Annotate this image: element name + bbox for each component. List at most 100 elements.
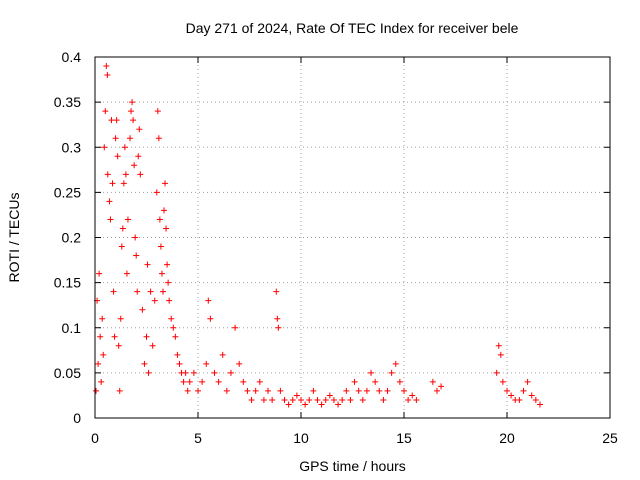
- data-point: [528, 392, 535, 399]
- data-point: [495, 342, 502, 349]
- data-point: [155, 135, 162, 142]
- data-point: [396, 378, 403, 385]
- data-point: [104, 171, 111, 178]
- data-point: [114, 153, 121, 160]
- data-point: [335, 401, 342, 408]
- data-point: [186, 378, 193, 385]
- data-point: [275, 324, 282, 331]
- data-point: [207, 315, 214, 322]
- data-point: [401, 387, 407, 394]
- data-point: [120, 180, 127, 187]
- data-point: [166, 297, 173, 304]
- data-point: [339, 396, 346, 403]
- data-point: [359, 396, 366, 403]
- plot-frame: [94, 56, 611, 419]
- data-point: [190, 369, 197, 376]
- data-point: [93, 387, 100, 394]
- data-point: [499, 378, 506, 385]
- data-points-layer: [93, 63, 543, 408]
- data-point: [103, 63, 110, 70]
- data-point: [273, 288, 280, 295]
- data-point: [274, 315, 281, 322]
- data-point: [497, 351, 504, 358]
- data-point: [260, 396, 267, 403]
- data-point: [101, 144, 108, 151]
- data-point: [110, 288, 117, 295]
- data-point: [293, 392, 300, 399]
- grid-layer: [95, 57, 610, 418]
- data-point: [121, 144, 128, 151]
- data-point: [516, 396, 523, 403]
- data-point: [524, 378, 531, 385]
- data-point: [161, 207, 168, 214]
- x-tick-label: 20: [499, 430, 515, 446]
- data-point: [219, 351, 226, 358]
- data-point: [95, 360, 102, 367]
- data-point: [122, 171, 129, 178]
- y-tick-label: 0.2: [62, 230, 82, 246]
- data-point: [520, 387, 527, 394]
- data-point: [363, 387, 370, 394]
- data-point: [172, 333, 179, 340]
- data-point: [108, 117, 115, 124]
- data-point: [388, 369, 395, 376]
- data-point: [149, 342, 156, 349]
- data-point: [306, 396, 313, 403]
- y-tick-label: 0.25: [54, 184, 81, 200]
- chart-title: Day 271 of 2024, Rate Of TEC Index for r…: [186, 20, 519, 36]
- data-point: [124, 216, 131, 223]
- data-point: [151, 297, 158, 304]
- data-point: [135, 153, 142, 160]
- data-point: [136, 126, 143, 133]
- data-point: [100, 351, 107, 358]
- data-point: [413, 396, 420, 403]
- data-point: [184, 387, 191, 394]
- data-point: [298, 396, 304, 403]
- x-tick-label: 10: [293, 430, 309, 446]
- data-point: [176, 360, 183, 367]
- data-point: [232, 324, 239, 331]
- data-point: [351, 378, 358, 385]
- data-point: [156, 216, 163, 223]
- data-point: [493, 369, 500, 376]
- data-point: [355, 387, 362, 394]
- data-point: [97, 333, 104, 340]
- data-point: [162, 180, 169, 187]
- data-point: [285, 401, 292, 408]
- data-point: [111, 333, 118, 340]
- data-point: [153, 189, 160, 196]
- data-point: [109, 180, 116, 187]
- y-tick-label: 0.05: [54, 365, 81, 381]
- data-point: [205, 297, 212, 304]
- data-point: [384, 387, 391, 394]
- data-point: [115, 342, 122, 349]
- data-point: [165, 279, 172, 286]
- data-point: [195, 387, 201, 394]
- x-tick-label: 15: [396, 430, 412, 446]
- ticks-layer: [94, 56, 611, 419]
- data-point: [227, 369, 234, 376]
- data-point: [380, 396, 387, 403]
- data-point: [244, 387, 251, 394]
- data-point: [302, 401, 309, 408]
- x-tick-label: 0: [91, 430, 99, 446]
- data-point: [116, 387, 123, 394]
- data-point: [139, 306, 146, 313]
- data-point: [438, 383, 445, 390]
- data-point: [113, 117, 120, 124]
- data-point: [102, 108, 109, 115]
- data-point: [199, 378, 206, 385]
- data-point: [133, 252, 140, 259]
- data-point: [240, 378, 247, 385]
- data-point: [330, 396, 337, 403]
- x-tick-labels: 0 5 10 15 20 25: [91, 430, 618, 446]
- y-axis-label: ROTI / TECUs: [6, 193, 22, 283]
- data-point: [145, 369, 152, 376]
- data-point: [269, 396, 276, 403]
- data-point: [347, 396, 354, 403]
- data-point: [141, 360, 148, 367]
- data-point: [256, 378, 263, 385]
- data-point: [127, 135, 134, 142]
- data-point: [532, 396, 539, 403]
